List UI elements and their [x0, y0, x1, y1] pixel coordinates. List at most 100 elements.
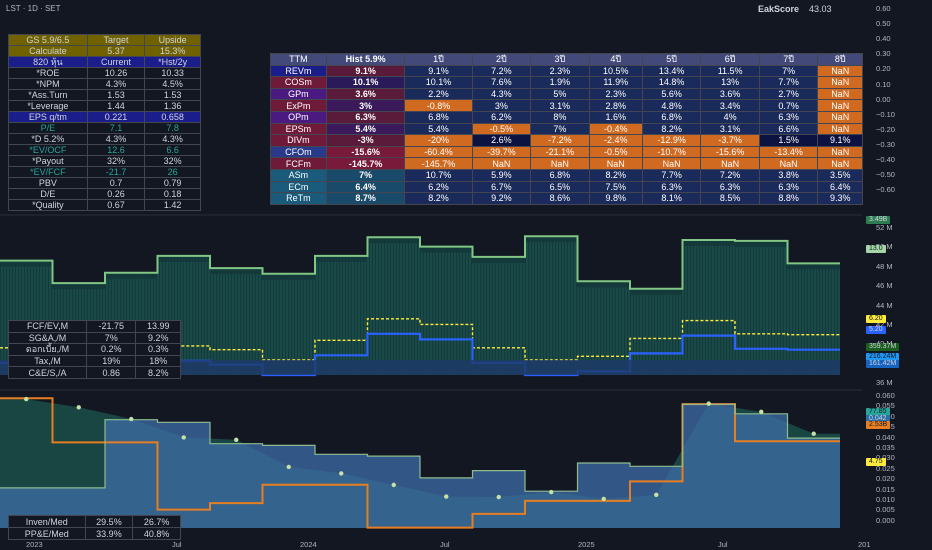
matrix-cell: 9.1%	[817, 134, 863, 147]
matrix-cell: -7.2%	[530, 134, 590, 147]
matrix-cell: 2.3%	[588, 87, 643, 101]
fcf-cell: 0.86	[86, 366, 137, 379]
fcf-cell: 7%	[86, 331, 137, 345]
matrix-cell: 2.7%	[758, 87, 819, 101]
fcf-row: SG&A,/M 7% 9.2%	[7, 331, 181, 345]
matrix-row: ReTm 8.7% 8.2% 9.2% 8.6% 9.8% 8.1% 8.5% 8.8% 9.3%	[270, 192, 863, 205]
series-line-sage	[0, 403, 840, 492]
matrix-cell: 0.7%	[758, 99, 819, 112]
price-badge: 13.0	[866, 245, 886, 253]
matrix-cell: 6.8%	[641, 110, 702, 124]
gs-cell: *Payout	[8, 155, 88, 167]
time-axis-tick: Jul	[440, 540, 450, 549]
fcf-cell: -21.75	[86, 320, 137, 333]
gs-cell: 0.67	[86, 199, 146, 211]
matrix-row-label: OPm	[270, 110, 327, 124]
matrix-header-cell: 2ปี	[471, 53, 532, 66]
data-point	[706, 401, 711, 406]
gs-row: *EV/FCF -21.7 26	[8, 166, 201, 178]
matrix-row: GPm 3.6% 2.2% 4.3% 5% 2.3% 5.6% 3.6% 2.7% NaN	[270, 87, 863, 101]
price-badge: 359.37M	[866, 343, 900, 351]
matrix-cell: 13.4%	[641, 64, 702, 78]
matrix-row-label: ReTm	[270, 192, 327, 205]
data-point	[234, 437, 239, 443]
series-line-main	[0, 235, 840, 290]
matrix-cell: 11.5%	[700, 64, 760, 78]
time-axis-tick: 2023	[26, 540, 43, 549]
fcf-cell: 0.3%	[135, 343, 181, 356]
fcf-row: FCF/EV,M -21.75 13.99	[7, 320, 181, 333]
matrix-cell: 9.8%	[588, 192, 643, 205]
gs-cell: 4.3%	[86, 133, 146, 145]
fcf-cell: SG&A,/M	[7, 331, 88, 345]
gs-cell: 1.44	[86, 100, 146, 112]
data-point	[601, 496, 606, 502]
time-axis-tick: 2025	[578, 540, 595, 549]
gs-cell: P/E	[8, 122, 88, 134]
gs-cell: 0.7	[86, 177, 146, 189]
matrix-cell: NaN	[817, 76, 863, 89]
axis-tick-bot: 0.010	[876, 495, 895, 504]
gs-cell: *ROE	[8, 67, 88, 79]
matrix-cell: 2.3%	[530, 64, 590, 78]
price-badge: 77.85	[866, 408, 890, 416]
matrix-cell: -2.4%	[588, 134, 643, 147]
matrix-cell: 3.1%	[700, 122, 760, 136]
fcf-cell: 8.2%	[135, 366, 181, 379]
gs-row: *D 5.2% 4.3% 4.3%	[8, 133, 201, 145]
matrix-cell: 7.2%	[700, 168, 760, 182]
symbol-title: LST · 1D · SET	[6, 4, 61, 13]
axis-tick-bot: 0.035	[876, 443, 895, 452]
matrix-header-cell: 8ปี	[817, 53, 863, 66]
axis-tick-bot: 0.015	[876, 484, 895, 494]
gs-row: *ROE 10.26 10.33	[8, 67, 201, 79]
gs-cell: 0.26	[86, 188, 146, 200]
gs-cell: GS 5.9/6.5	[8, 34, 88, 46]
series-line-dashed	[0, 318, 840, 361]
data-point	[339, 471, 344, 476]
axis-tick-top: −0.60	[876, 185, 895, 195]
gs-row: P/E 7.1 7.8	[8, 122, 201, 134]
fcf-cell: ดอกเบี้ย,/M	[7, 343, 88, 356]
gs-row: GS 5.9/6.5 Target Upside	[8, 34, 201, 46]
matrix-cell: -145.7%	[404, 157, 473, 170]
matrix-cell: 6.3%	[758, 110, 819, 124]
gs-row: PBV 0.7 0.79	[8, 177, 201, 189]
gs-cell: 12.6	[86, 144, 146, 156]
matrix-header-cell: 5ปี	[641, 53, 702, 66]
gs-row: *Leverage 1.44 1.36	[8, 100, 201, 112]
gs-cell: 10.33	[144, 67, 201, 79]
matrix-cell: NaN	[758, 157, 819, 170]
gs-cell: D/E	[8, 188, 88, 200]
matrix-cell: -0.5%	[471, 122, 532, 136]
matrix-cell: 9.3%	[817, 192, 863, 205]
eakscore-value: 43.03	[809, 4, 832, 14]
axis-tick-top: −0.10	[876, 109, 895, 119]
matrix-cell: 10.7%	[404, 168, 473, 182]
matrix-cell: 8.2%	[404, 192, 473, 205]
data-point	[759, 409, 764, 415]
gs-valuation-table: GS 5.9/6.5 Target Upside Calculate 5.37 15.3%…	[8, 34, 201, 211]
axis-tick-mid: 46 M	[876, 281, 893, 291]
gs-cell: -21.7	[86, 166, 146, 178]
matrix-cell: NaN	[817, 145, 863, 159]
inv-row: PP&E/Med 33.9% 40.8%	[8, 527, 181, 540]
matrix-row: CFOm -15.6% -60.4% -39.7% -21.1% -0.5% -10.7% -…	[270, 145, 863, 159]
inv-cell: 33.9%	[84, 527, 134, 540]
gs-cell: 15.3%	[144, 45, 201, 57]
matrix-cell: 3%	[325, 99, 406, 112]
matrix-cell: -10.7%	[641, 145, 702, 159]
data-point	[24, 396, 29, 402]
matrix-cell: -145.7%	[325, 157, 406, 170]
price-badge: 3.49B	[866, 216, 891, 224]
matrix-row-label: COSm	[270, 76, 327, 89]
axis-tick-top: 0.60	[876, 4, 891, 13]
matrix-cell: -0.5%	[588, 145, 643, 159]
gs-cell: 10.26	[86, 67, 146, 79]
inventory-table: Inven/Med 29.5% 26.7% PP&E/Med 33.9% 40.8%	[8, 515, 181, 540]
gs-cell: 26	[144, 166, 201, 178]
matrix-header-cell: 4ปี	[588, 53, 643, 66]
gs-row: *Quality 0.67 1.42	[8, 199, 201, 211]
matrix-cell: 10.5%	[588, 64, 643, 78]
